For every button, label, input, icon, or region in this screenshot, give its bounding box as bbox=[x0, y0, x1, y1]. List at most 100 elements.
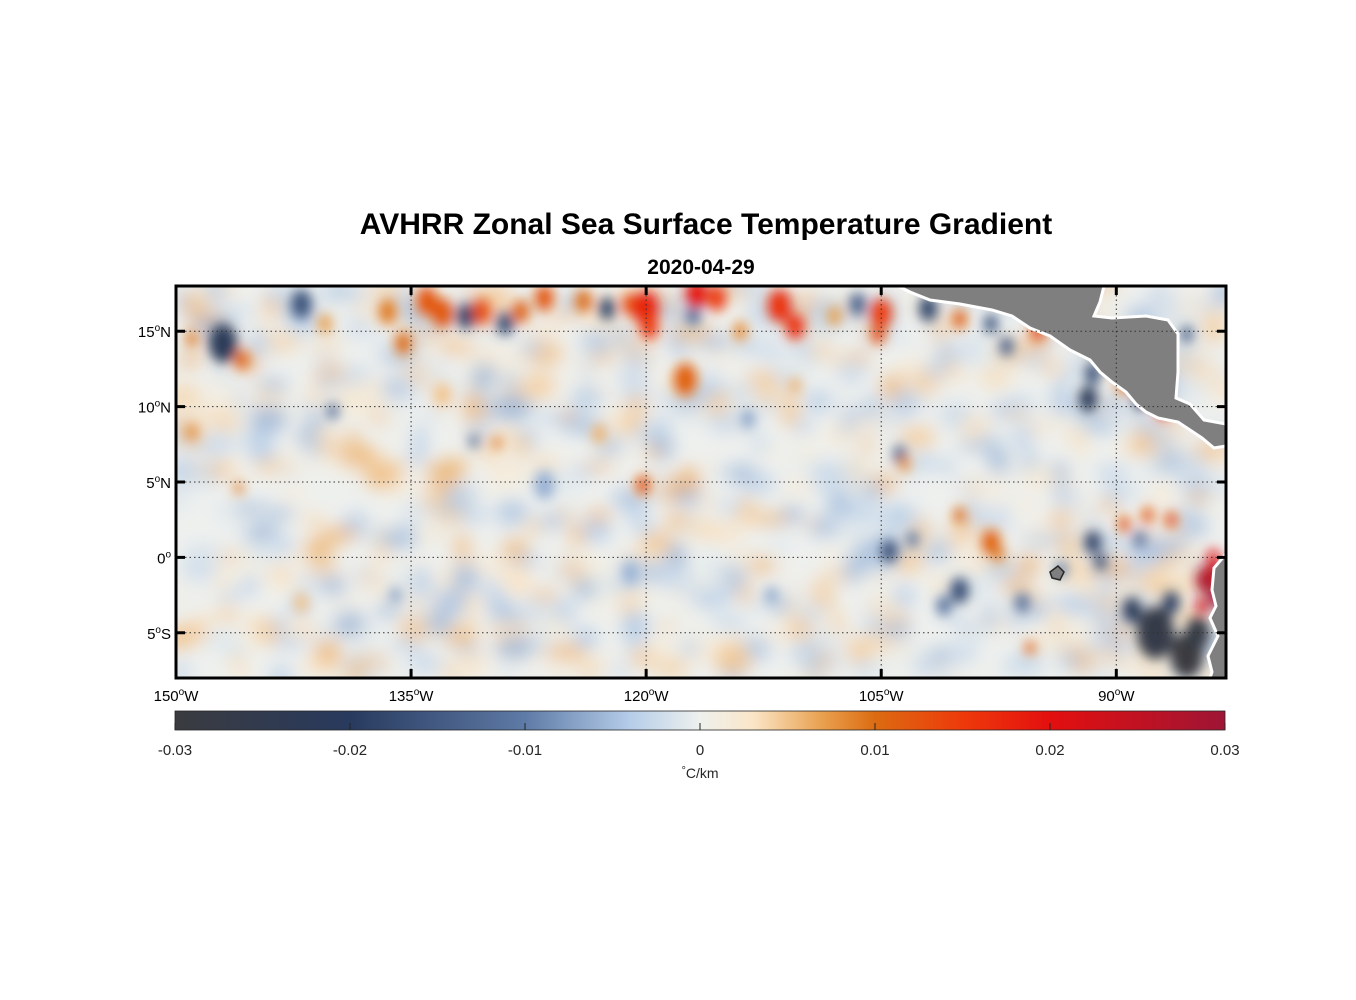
galapagos-islands bbox=[1049, 565, 1065, 581]
gradient-texture-patch bbox=[653, 659, 690, 677]
gradient-texture-patch bbox=[266, 575, 300, 590]
gradient-feature bbox=[635, 475, 651, 495]
gradient-texture-patch bbox=[350, 379, 385, 399]
gradient-texture-patch bbox=[392, 652, 417, 667]
gradient-texture-patch bbox=[492, 523, 517, 533]
gradient-texture-patch bbox=[680, 532, 708, 545]
gradient-texture-patch bbox=[944, 358, 958, 378]
gradient-texture-patch bbox=[1176, 607, 1192, 621]
gradient-texture-patch bbox=[517, 339, 541, 355]
gradient-texture-patch bbox=[535, 624, 554, 646]
figure-subtitle: 2020-04-29 bbox=[647, 256, 754, 279]
gradient-texture-patch bbox=[1159, 526, 1191, 537]
gradient-texture-patch bbox=[335, 298, 351, 313]
gradient-texture-patch bbox=[1006, 609, 1027, 630]
gradient-texture-patch bbox=[1094, 465, 1130, 477]
gradient-texture-patch bbox=[961, 503, 982, 513]
gradient-texture-patch bbox=[989, 451, 1010, 465]
gradient-texture-patch bbox=[1100, 595, 1118, 613]
gradient-feature bbox=[234, 481, 244, 495]
gradient-texture-patch bbox=[1138, 567, 1169, 596]
gradient-feature bbox=[492, 436, 502, 450]
gradient-texture-patch bbox=[892, 358, 923, 379]
lat-tick-label: 5oN bbox=[146, 474, 171, 492]
gradient-texture-patch bbox=[553, 662, 569, 678]
gradient-feature bbox=[294, 592, 309, 613]
gradient-texture-patch bbox=[1052, 491, 1085, 508]
gradient-texture-patch bbox=[491, 464, 516, 479]
gradient-texture-patch bbox=[963, 340, 976, 365]
gradient-texture-patch bbox=[210, 385, 234, 407]
gradient-texture-patch bbox=[850, 659, 880, 677]
gradient-texture-patch bbox=[196, 436, 235, 454]
gradient-texture-patch bbox=[478, 581, 504, 599]
gradient-texture-patch bbox=[1187, 490, 1210, 503]
gradient-feature bbox=[686, 306, 701, 327]
gradient-texture-patch bbox=[204, 636, 239, 645]
gradient-feature bbox=[575, 289, 592, 313]
gradient-texture-patch bbox=[176, 389, 204, 408]
gradient-texture-patch bbox=[1131, 658, 1144, 668]
gradient-texture-patch bbox=[322, 527, 358, 542]
gradient-texture-patch bbox=[453, 650, 490, 678]
gradient-texture-patch bbox=[672, 343, 688, 358]
colorbar-tick-label: 0 bbox=[696, 742, 704, 759]
gradient-texture-patch bbox=[808, 660, 822, 678]
gradient-texture-patch bbox=[248, 405, 289, 432]
gradient-texture-patch bbox=[580, 329, 609, 353]
gradient-texture-patch bbox=[1175, 379, 1215, 395]
gradient-texture-patch bbox=[1030, 496, 1050, 510]
gradient-texture-patch bbox=[378, 392, 398, 419]
gradient-texture-patch bbox=[1087, 418, 1107, 429]
gradient-texture-patch bbox=[329, 392, 358, 408]
gradient-texture-patch bbox=[909, 406, 923, 418]
gradient-texture-patch bbox=[740, 498, 754, 516]
gradient-texture-patch bbox=[289, 618, 316, 640]
gradient-texture-patch bbox=[385, 431, 400, 441]
gradient-texture-patch bbox=[660, 391, 679, 404]
gradient-texture-patch bbox=[409, 452, 425, 464]
gradient-feature bbox=[598, 297, 616, 321]
gradient-texture-patch bbox=[1071, 613, 1086, 632]
gradient-texture-patch bbox=[307, 565, 340, 575]
colorbar-tick-label: -0.01 bbox=[508, 742, 542, 759]
gradient-texture-patch bbox=[931, 335, 950, 345]
gradient-texture-patch bbox=[451, 297, 478, 306]
gradient-texture-patch bbox=[309, 352, 329, 364]
gradient-texture-patch bbox=[866, 393, 880, 420]
gradient-feature bbox=[431, 298, 453, 328]
colorbar: -0.03 -0.02 -0.01 0 0.01 0.02 0.03 °C/km bbox=[158, 710, 1240, 781]
gradient-feature bbox=[208, 323, 238, 363]
gradient-texture-patch bbox=[898, 426, 936, 448]
gradient-feature bbox=[789, 377, 801, 394]
gradient-texture-patch bbox=[252, 389, 276, 402]
gradient-texture-patch bbox=[958, 439, 994, 450]
gradient-texture-patch bbox=[400, 297, 418, 325]
gradient-texture-patch bbox=[718, 418, 747, 428]
gradient-texture-patch bbox=[577, 671, 603, 678]
gradient-texture-patch bbox=[289, 548, 304, 566]
gradient-texture-patch bbox=[644, 640, 675, 661]
gradient-texture-patch bbox=[263, 331, 301, 353]
gradient-texture-patch bbox=[176, 481, 188, 508]
gradient-texture-patch bbox=[704, 345, 738, 363]
gradient-texture-patch bbox=[643, 443, 660, 460]
gradient-texture-patch bbox=[1142, 492, 1165, 508]
gradient-texture-patch bbox=[666, 591, 679, 600]
gradient-texture-patch bbox=[988, 558, 1007, 577]
gradient-texture-patch bbox=[426, 487, 449, 504]
gradient-texture-patch bbox=[716, 464, 734, 480]
gradient-texture-patch bbox=[842, 454, 876, 479]
gradient-texture-patch bbox=[497, 348, 527, 372]
gradient-texture-patch bbox=[437, 343, 472, 354]
gradient-texture-patch bbox=[485, 399, 509, 418]
gradient-feature bbox=[512, 300, 529, 324]
gradient-feature bbox=[326, 402, 339, 420]
gradient-texture-patch bbox=[552, 319, 572, 328]
gradient-texture-patch bbox=[657, 620, 677, 631]
gradient-texture-patch bbox=[705, 546, 718, 574]
gradient-texture-patch bbox=[611, 658, 630, 678]
gradient-texture-patch bbox=[469, 540, 505, 567]
gradient-texture-patch bbox=[1161, 577, 1201, 595]
gradient-feature bbox=[1084, 530, 1102, 554]
